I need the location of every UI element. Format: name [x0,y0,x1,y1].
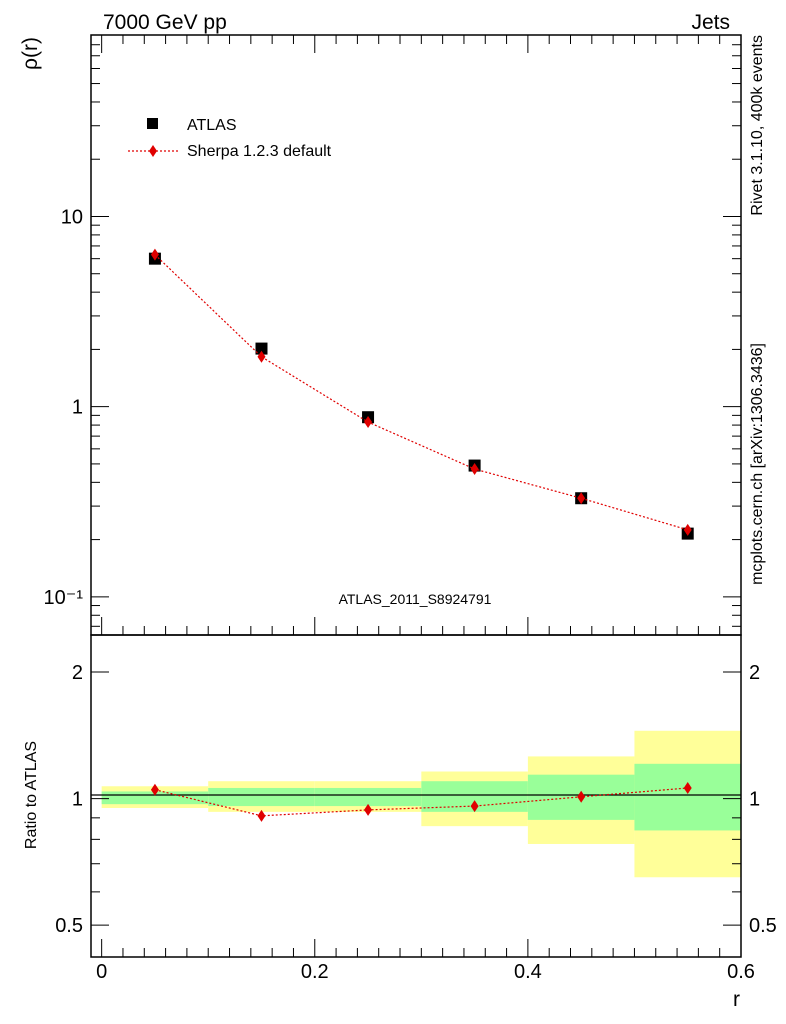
main-y-tick-label: 10⁻¹ [44,587,84,609]
ratio-uncertainty-bands [101,730,741,878]
atlas-data-point [255,342,268,355]
ratio-band-inner [208,787,315,807]
sherpa-ratio-point [150,783,159,796]
ratio-y-tick-label-left: 1 [72,789,83,811]
ratio-y-axis-label: Ratio to ATLAS [23,741,40,849]
ratio-y-tick-label-left: 0.5 [55,915,83,937]
sherpa-data-point [150,248,159,261]
ratio-band-inner [314,787,422,807]
sherpa-ratio-point [257,809,266,822]
ratio-y-tick-label-right: 0.5 [749,915,777,937]
main-plot-panel: 10 1 10⁻¹ ρ(r) ATLAS_2011_S8924791 ATLAS S… [19,34,742,636]
ratio-y-tick-label-right: 2 [749,662,760,684]
x-axis-label: r [733,988,740,1011]
side-label-rivet: Rivet 3.1.10, 400k events [749,35,766,216]
ratio-plot-frame [90,634,742,958]
main-y-tick-label: 10 [61,206,83,228]
main-series-layer [148,248,694,540]
side-label-mcplots: mcplots.cern.ch [arXiv:1306.3436] [749,343,766,585]
sherpa-data-point [577,492,586,505]
ratio-y-tick-label-right: 1 [749,789,760,811]
x-tick-label: 0.2 [301,961,329,983]
sherpa-ratio-point [470,800,479,813]
header-left: 7000 GeV pp [103,11,227,34]
ratio-series-layer [150,781,692,822]
sherpa-data-point [257,350,266,363]
sherpa-data-point [683,523,692,536]
sherpa-ratio-point [577,790,586,803]
x-tick-label: 0 [96,961,107,983]
ratio-y-tick-label-left: 2 [72,662,83,684]
sherpa-line [154,254,688,531]
analysis-id-label: ATLAS_2011_S8924791 [339,591,492,607]
legend-label-atlas: ATLAS [187,117,237,134]
ratio-plot-panel: 2 2 1 1 0.5 0.5 0 0.2 0.4 0.6 Ratio to ATLAS r [23,634,777,1011]
main-y-tick-label: 1 [72,397,83,419]
x-tick-label: 0.6 [727,961,755,983]
legend: ATLAS Sherpa 1.2.3 default [128,117,332,160]
sherpa-ratio-line [154,787,688,817]
main-axis-ticks: 10 1 10⁻¹ [44,34,742,635]
sherpa-data-point [470,463,479,476]
sherpa-ratio-point [683,781,692,794]
sherpa-ratio-point [364,803,373,816]
ratio-band-inner [634,763,741,831]
sherpa-data-point [364,416,373,429]
legend-marker-atlas [147,118,158,129]
header-right: Jets [691,11,730,34]
main-y-axis-label: ρ(r) [19,37,42,70]
legend-label-sherpa: Sherpa 1.2.3 default [187,143,332,160]
x-tick-label: 0.4 [514,961,542,983]
ratio-axis-ticks: 2 2 1 1 0.5 0.5 0 0.2 0.4 0.6 [55,662,777,983]
legend-marker-sherpa [149,145,157,157]
